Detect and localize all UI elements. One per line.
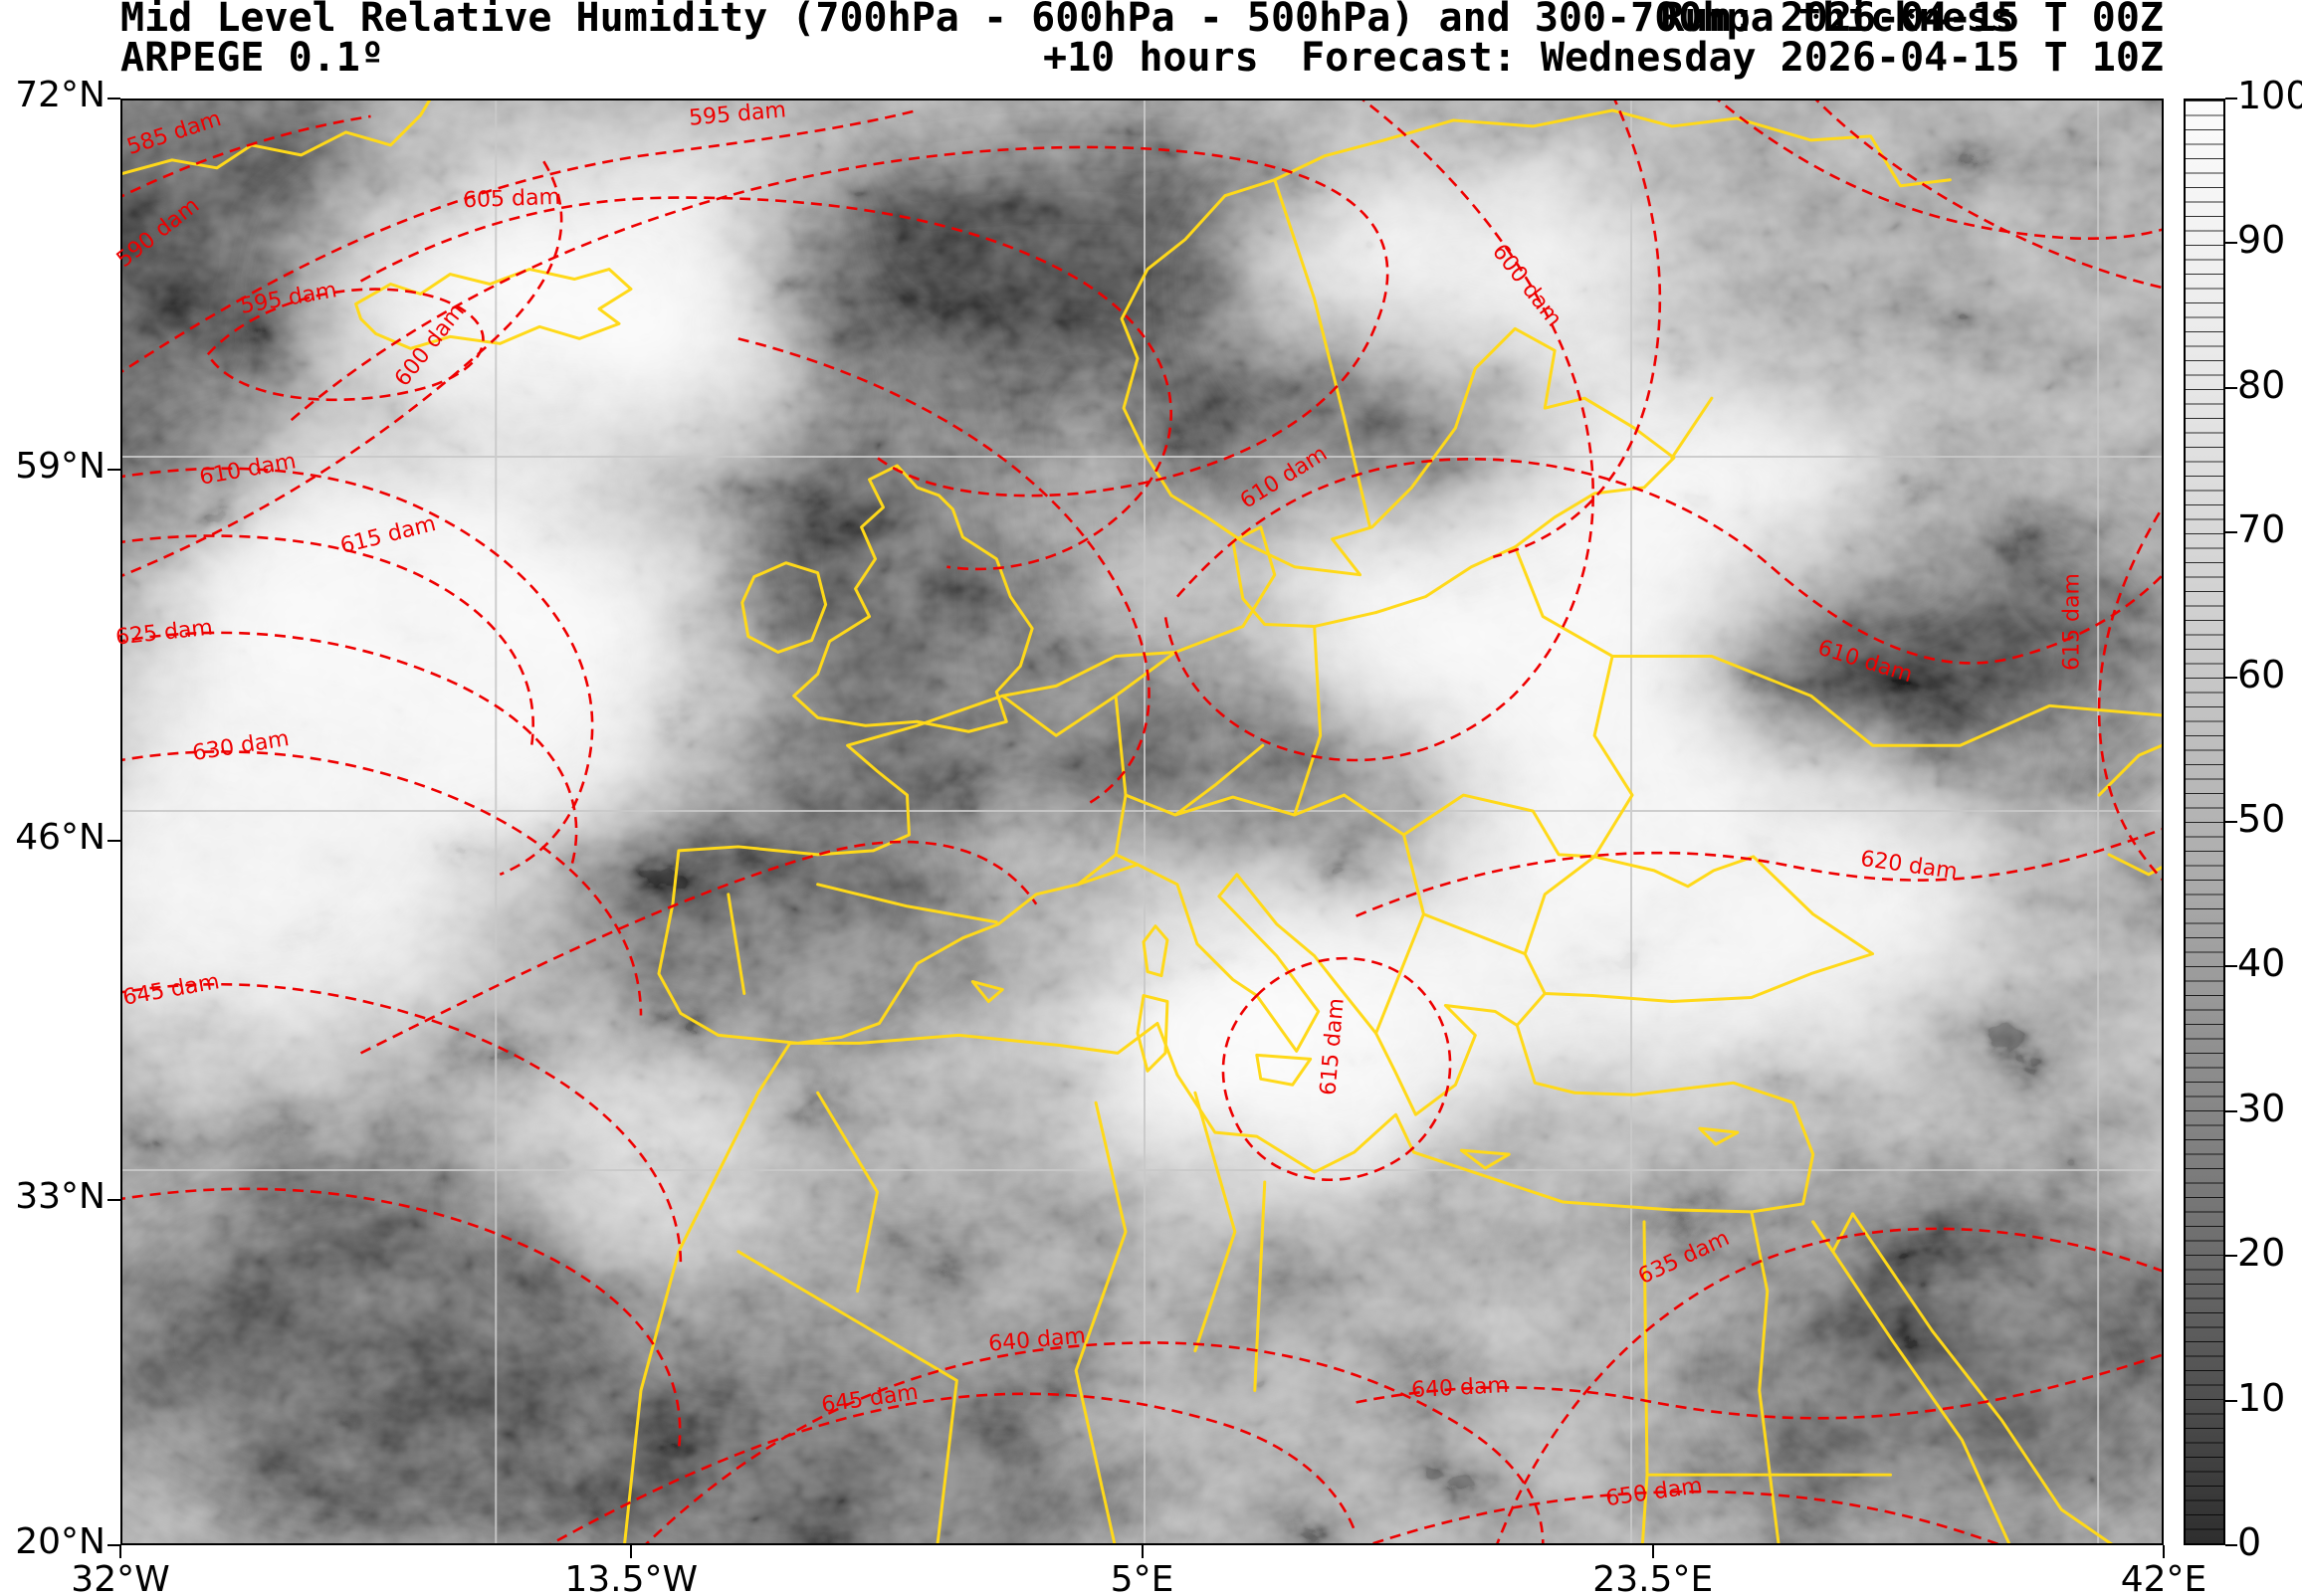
colorbar-tick-mark: [2225, 242, 2237, 245]
x-axis-tick-label: 32°W: [71, 1559, 170, 1596]
y-axis-tick-label: 20°N: [15, 1521, 105, 1562]
model-label: ARPEGE 0.1º: [120, 35, 384, 81]
colorbar-tick-label: 100: [2237, 74, 2302, 117]
x-axis-tick-label: 13.5°W: [564, 1559, 699, 1596]
x-axis-tick-mark: [630, 1545, 633, 1558]
colorbar-tick-mark: [2225, 386, 2237, 389]
y-axis-tick-label: 46°N: [15, 817, 105, 859]
map-canvas: [122, 100, 2162, 1543]
humidity-colorbar: [2184, 99, 2225, 1545]
colorbar-tick-mark: [2225, 1109, 2237, 1112]
map-plot-area: 585 dam 590 dam 595 dam 595 dam 600 dam 605 d…: [112, 98, 2164, 1545]
y-axis-tick-mark: [107, 98, 120, 100]
chart-title: Mid Level Relative Humidity (700hPa - 60…: [120, 0, 2014, 41]
y-axis-tick-label: 59°N: [15, 446, 105, 488]
gridlines: [122, 100, 2162, 1543]
x-axis-tick-mark: [119, 1545, 121, 1558]
colorbar-tick-label: 70: [2237, 507, 2286, 552]
humidity-field: [122, 100, 2162, 1543]
colorbar-tick-mark: [2225, 821, 2237, 823]
forecast-valid-time: Forecast: Wednesday 2026-04-15 T 10Z: [1301, 35, 2164, 81]
colorbar-tick-mark: [2225, 1544, 2237, 1546]
y-axis-tick-mark: [107, 469, 120, 472]
x-axis-tick-label: 5°E: [1110, 1559, 1174, 1596]
x-axis-tick-label: 23.5°E: [1592, 1559, 1714, 1596]
colorbar-tick-label: 60: [2237, 652, 2286, 697]
colorbar-tick-label: 50: [2237, 797, 2286, 841]
x-axis-tick-mark: [1141, 1545, 1144, 1558]
colorbar-tick-label: 90: [2237, 218, 2286, 263]
x-axis-tick-mark: [2163, 1545, 2165, 1558]
y-axis-tick-label: 33°N: [15, 1176, 105, 1218]
colorbar-tick-label: 20: [2237, 1231, 2286, 1276]
colorbar-tick-mark: [2225, 965, 2237, 968]
y-axis-tick-mark: [107, 1199, 120, 1202]
y-axis-tick-mark: [107, 840, 120, 843]
run-timestamp: Run: 2026-04-15 T 00Z: [1660, 0, 2164, 41]
colorbar-tick-mark: [2225, 98, 2237, 100]
colorbar-tick-label: 30: [2237, 1086, 2286, 1130]
colorbar-tick-mark: [2225, 1399, 2237, 1402]
forecast-lead-time: +10 hours: [1043, 35, 1259, 81]
colorbar-tick-label: 10: [2237, 1375, 2286, 1420]
x-axis-tick-label: 42°E: [2120, 1559, 2207, 1596]
colorbar-tick-label: 0: [2237, 1520, 2262, 1564]
colorbar-tick-mark: [2225, 531, 2237, 534]
x-axis-tick-mark: [1651, 1545, 1654, 1558]
colorbar-tick-mark: [2225, 1255, 2237, 1258]
y-axis-tick-mark: [107, 1544, 120, 1546]
colorbar-tick-label: 40: [2237, 941, 2286, 986]
colorbar-tick-label: 80: [2237, 362, 2286, 407]
y-axis-tick-label: 72°N: [15, 75, 105, 115]
thickness-contours: [122, 100, 2162, 1543]
coastlines: [122, 100, 2162, 1543]
colorbar-tick-mark: [2225, 676, 2237, 679]
